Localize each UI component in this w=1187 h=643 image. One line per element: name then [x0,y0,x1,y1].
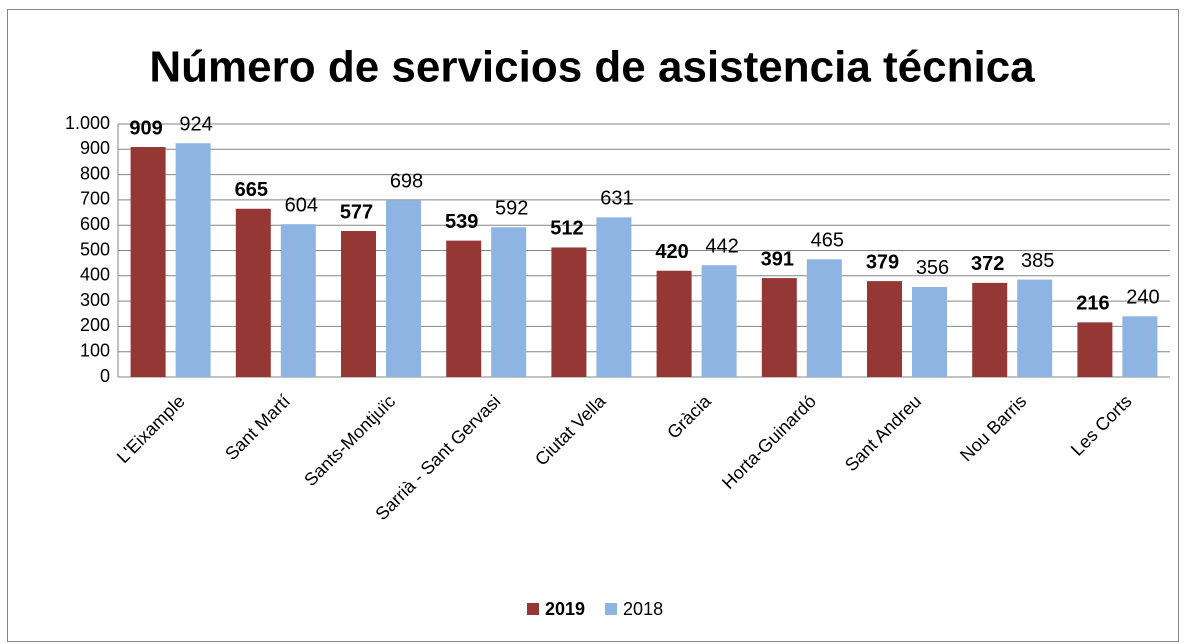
bar [761,278,797,377]
y-tick-label: 100 [80,340,110,360]
data-label: 924 [179,114,212,136]
bar [386,200,421,377]
legend-swatch [527,603,539,615]
data-label: 216 [1076,293,1109,315]
data-label: 909 [129,117,162,139]
data-label: 631 [600,188,633,210]
data-label: 240 [1126,287,1159,309]
y-tick-label: 500 [80,239,110,259]
data-label: 385 [1021,250,1054,272]
bar [1122,316,1158,377]
data-label: 577 [340,201,373,223]
bar [491,227,527,377]
y-tick-label: 700 [80,189,110,209]
data-label: 442 [705,235,738,257]
bar [1017,279,1053,377]
legend-label: 2019 [545,599,585,619]
y-tick-label: 800 [80,163,110,183]
y-tick-label: 300 [80,290,110,310]
data-label: 539 [445,211,478,233]
bar [175,143,211,377]
bar [446,240,482,377]
data-label: 391 [761,248,794,270]
bar [1077,322,1113,377]
data-label: 420 [655,241,688,263]
bar [280,224,316,377]
data-label: 379 [866,251,899,273]
data-label: 698 [390,171,423,193]
bar [912,286,947,377]
data-label: 604 [285,194,318,216]
bar [130,147,166,377]
legend-swatch [605,603,618,615]
y-tick-label: 400 [80,265,110,285]
bar [806,259,842,377]
data-label: 592 [495,198,528,220]
bar [551,247,587,377]
y-tick-label: 600 [80,214,110,234]
y-tick-label: 1.000 [65,113,110,133]
y-tick-label: 0 [100,366,110,386]
chart-title: Número de servicios de asistencia técnic… [149,43,1035,92]
bar [341,231,376,377]
bar [235,208,271,377]
bar [972,282,1008,377]
data-label: 356 [916,257,949,279]
bar [656,270,692,377]
y-tick-label: 900 [80,138,110,158]
data-label: 665 [235,179,268,201]
data-label: 512 [550,218,583,240]
bar [596,217,632,377]
data-label: 465 [811,230,844,252]
y-tick-label: 200 [80,315,110,335]
bar [867,281,902,377]
data-label: 372 [971,253,1004,275]
legend-label: 2018 [623,599,663,619]
bar [701,265,737,377]
